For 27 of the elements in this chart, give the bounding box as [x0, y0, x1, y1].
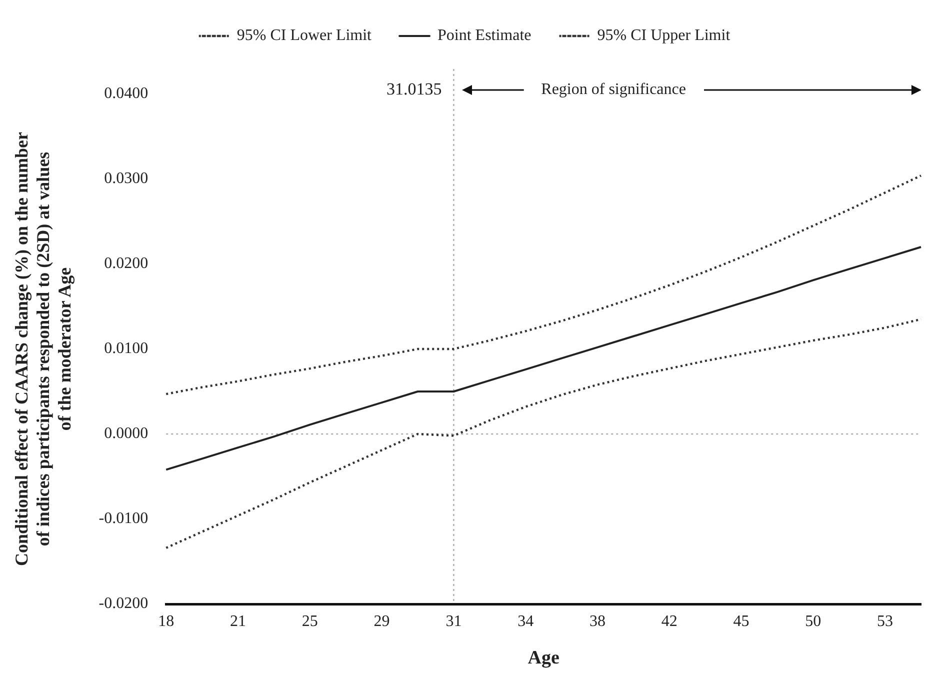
annotation: Region of significance	[541, 81, 686, 98]
line-series	[165, 174, 922, 396]
x-tick-label: 21	[230, 612, 246, 630]
x-axis-title: Age	[528, 648, 560, 669]
x-tick-label: 53	[877, 612, 894, 630]
y-tick-label: 0.0400	[104, 85, 148, 102]
y-axis-title: Conditional effect of CAARS change (%) on the number of indices participants responded to (2SD) at values of the moderator Age	[11, 132, 75, 566]
x-tick-label: 18	[158, 612, 174, 630]
legend-label: Point Estimate	[438, 27, 532, 44]
x-tick-label: 31	[446, 612, 462, 630]
y-tick-label: 0.0200	[104, 255, 148, 272]
y-tick-label: -0.0200	[98, 595, 148, 612]
legend-label: 95% CI Lower Limit	[236, 27, 372, 44]
x-tick-label: 42	[661, 612, 678, 630]
legend-label: 95% CI Upper Limit	[597, 27, 731, 44]
x-tick-label: 50	[805, 612, 822, 630]
y-tick-label: 0.0000	[104, 425, 148, 442]
y-tick-label: 0.0100	[104, 340, 148, 358]
x-tick-label: 38	[589, 612, 606, 630]
line-series	[165, 318, 922, 549]
x-tick-label: 45	[733, 612, 750, 630]
y-tick-label: 0.0300	[104, 170, 148, 188]
y-tick-label: -0.0100	[98, 510, 148, 528]
x-tick-label: 25	[302, 612, 318, 630]
x-tick-label: 29	[374, 612, 390, 630]
x-tick-label: 34	[518, 612, 534, 630]
ref-line-label: 31.0135	[386, 79, 442, 98]
